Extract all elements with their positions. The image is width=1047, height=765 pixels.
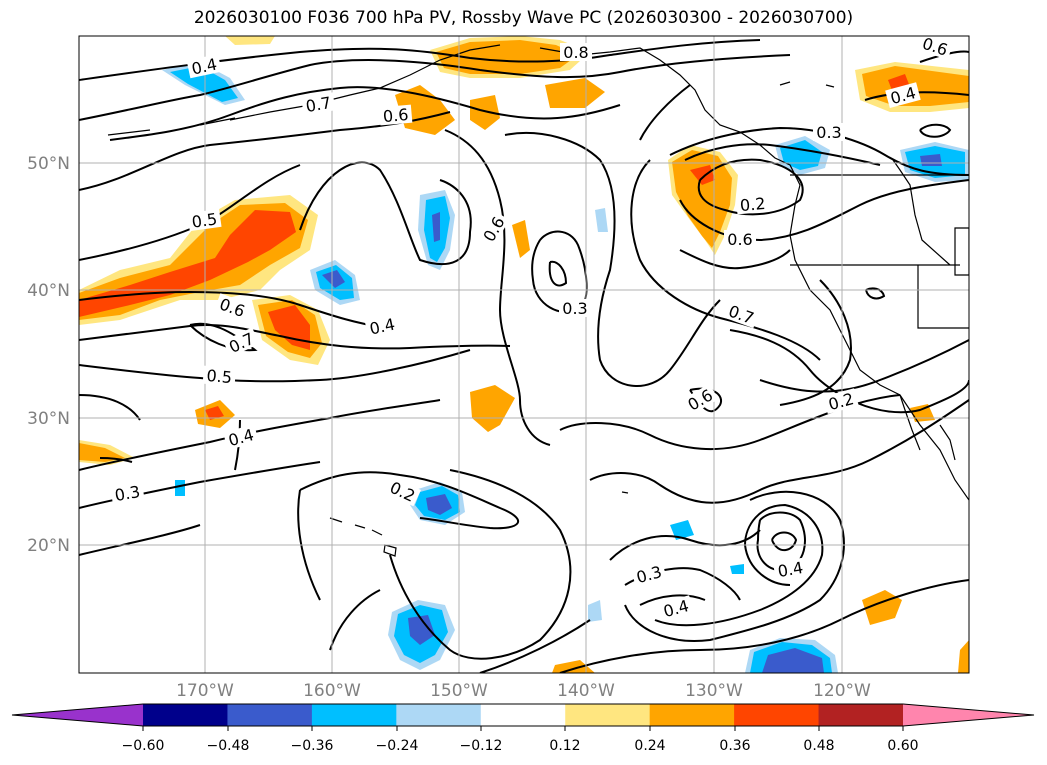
negative-anomaly-blob bbox=[426, 494, 452, 515]
lon-label: 170°W bbox=[176, 681, 234, 701]
colorbar-tick-label: −0.36 bbox=[291, 738, 334, 754]
colorbar-segment bbox=[903, 704, 1034, 726]
colorbar-tick-label: 0.24 bbox=[634, 738, 665, 754]
positive-anomaly-blob bbox=[690, 165, 715, 185]
pv-contours bbox=[79, 39, 969, 673]
negative-anomaly-blob bbox=[408, 615, 435, 645]
colorbar-segment bbox=[734, 704, 820, 726]
lon-label: 140°W bbox=[557, 681, 615, 701]
colorbar-tick-labels: −0.60 −0.48 −0.36 −0.24 −0.12 0.12 0.24 … bbox=[122, 738, 919, 754]
lon-label: 160°W bbox=[303, 681, 361, 701]
negative-anomaly-blob bbox=[588, 600, 602, 622]
positive-anomaly-blob bbox=[225, 36, 275, 45]
colorbar-tick-label: 0.36 bbox=[719, 738, 750, 754]
map-background bbox=[79, 36, 969, 673]
colorbar-segment bbox=[649, 704, 735, 726]
negative-anomaly-blob bbox=[670, 520, 694, 540]
lon-label: 130°W bbox=[685, 681, 743, 701]
colorbar-tick-label: 0.48 bbox=[803, 738, 834, 754]
colorbar-segment bbox=[396, 704, 482, 726]
map-frame bbox=[78, 35, 970, 674]
positive-anomaly-blob bbox=[512, 220, 530, 258]
positive-anomaly-blob bbox=[205, 406, 224, 420]
colorbar-tick-label: −0.60 bbox=[122, 738, 165, 754]
colorbar-tick-label: −0.48 bbox=[207, 738, 250, 754]
negative-anomaly-blob bbox=[432, 212, 440, 242]
negative-anomaly-blob bbox=[322, 270, 345, 288]
colorbar-segment bbox=[565, 704, 651, 726]
colorbar-segment bbox=[143, 704, 228, 726]
colorbar-tick-label: −0.12 bbox=[460, 738, 503, 754]
contour-label: 0.6 bbox=[727, 230, 752, 249]
colorbar-segment bbox=[480, 704, 566, 726]
colorbar-segments bbox=[12, 704, 1034, 726]
contour-label: 0.2 bbox=[739, 194, 766, 215]
graticule bbox=[79, 36, 969, 673]
contour-label: 0.4 bbox=[190, 55, 219, 79]
contour-label: 0.6 bbox=[920, 34, 950, 60]
colorbar-segment bbox=[227, 704, 313, 726]
negative-anomaly-blob bbox=[175, 480, 185, 496]
longitude-labels: 170°W 160°W 150°W 140°W 130°W 120°W bbox=[176, 681, 871, 701]
negative-anomaly-blob bbox=[730, 564, 744, 574]
positive-anomaly-blob bbox=[672, 150, 732, 248]
positive-anomaly-blob bbox=[470, 385, 515, 432]
negative-anomaly-blob bbox=[170, 66, 238, 102]
lat-label: 20°N bbox=[27, 536, 70, 556]
lon-label: 150°W bbox=[430, 681, 488, 701]
colorbar: −0.60 −0.48 −0.36 −0.24 −0.12 0.12 0.24 … bbox=[11, 703, 1035, 754]
contour-label: 0.6 bbox=[382, 105, 409, 126]
map-title: 2026030100 F036 700 hPa PV, Rossby Wave … bbox=[193, 8, 854, 28]
negative-anomaly-blob bbox=[920, 154, 942, 166]
negative-anomaly-blob bbox=[762, 648, 824, 673]
negative-anomaly-blob bbox=[595, 208, 608, 232]
positive-anomaly-blob bbox=[470, 95, 500, 130]
contour-label: 0.5 bbox=[191, 209, 219, 231]
latitude-labels: 50°N 40°N 30°N 20°N bbox=[27, 154, 70, 556]
lon-label: 120°W bbox=[813, 681, 871, 701]
colorbar-tick-label: 0.12 bbox=[549, 738, 580, 754]
contour-label: 0.4 bbox=[368, 315, 397, 339]
positive-anomaly-blob bbox=[958, 640, 969, 673]
contour-label: 0.4 bbox=[776, 558, 804, 581]
contour-label: 0.7 bbox=[304, 93, 332, 116]
contour-labels: 0.4 0.8 0.6 0.7 0.6 0.4 0.3 0.2 0.6 0.5 … bbox=[109, 34, 954, 621]
colorbar-segment bbox=[311, 704, 397, 726]
lat-label: 30°N bbox=[27, 409, 70, 429]
colorbar-tick-label: −0.24 bbox=[376, 738, 419, 754]
contour-label: 0.3 bbox=[816, 123, 841, 142]
positive-anomaly-blob bbox=[79, 443, 125, 462]
contour-label: 0.3 bbox=[562, 299, 587, 318]
positive-anomaly-blob bbox=[552, 660, 595, 673]
lat-label: 40°N bbox=[27, 281, 70, 301]
contour-label: 0.8 bbox=[563, 43, 588, 62]
colorbar-tick-label: 0.60 bbox=[887, 738, 918, 754]
positive-anomaly-blob bbox=[268, 305, 310, 350]
colorbar-segment bbox=[12, 704, 143, 726]
colorbar-segment bbox=[818, 704, 904, 726]
contour-label: 0.5 bbox=[206, 366, 233, 387]
lat-label: 50°N bbox=[27, 154, 70, 174]
colorbar-ticks bbox=[142, 726, 904, 731]
positive-anomaly-blob bbox=[545, 78, 605, 108]
contour-label: 0.3 bbox=[113, 482, 141, 505]
